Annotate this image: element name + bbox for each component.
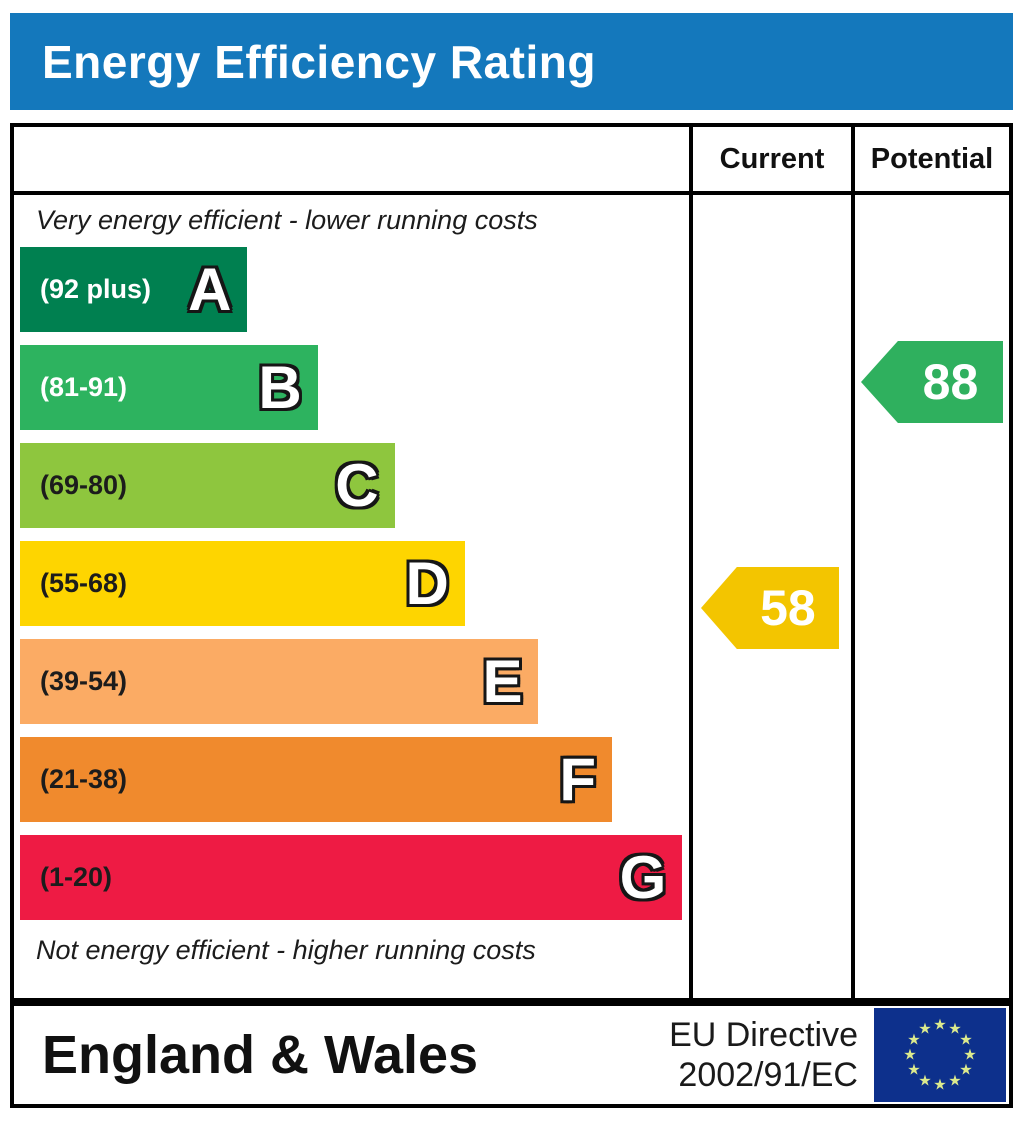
eu-star-icon: ★ <box>918 1072 932 1090</box>
eu-directive-line2: 2002/91/EC <box>678 1056 858 1094</box>
epc-chart: Energy Efficiency Rating Current Potenti… <box>10 13 1013 1108</box>
current-rating-value: 58 <box>760 580 816 636</box>
eu-star-icon: ★ <box>948 1020 962 1038</box>
band-row-b: (81-91) B <box>20 345 689 430</box>
band-bar-e: (39-54) E <box>20 639 539 724</box>
band-bar-g: (1-20) G <box>20 835 683 920</box>
band-row-f: (21-38) F <box>20 737 689 822</box>
eu-star-icon: ★ <box>933 1016 947 1034</box>
eu-directive-label: EU Directive 2002/91/EC <box>669 1015 858 1095</box>
band-range-label: (1-20) <box>40 862 113 892</box>
potential-column: 88 <box>851 195 1009 998</box>
band-bar-b: (81-91) B <box>20 345 318 430</box>
eu-star-icon: ★ <box>948 1072 962 1090</box>
band-range-label: (92 plus) <box>40 274 152 304</box>
page-title: Energy Efficiency Rating <box>42 35 596 88</box>
band-range-label: (81-91) <box>40 372 128 402</box>
potential-rating-arrow: 88 <box>861 341 1003 423</box>
band-row-d: (55-68) D <box>20 541 689 626</box>
band-bar-a: (92 plus) A <box>20 247 248 332</box>
band-letter: A <box>188 255 232 323</box>
band-letter: D <box>405 549 449 617</box>
region-label: England & Wales <box>42 1025 479 1085</box>
bottom-note: Not energy efficient - higher running co… <box>36 935 536 965</box>
table-body: Very energy efficient - lower running co… <box>14 195 1009 998</box>
eu-star-icon: ★ <box>907 1061 921 1079</box>
bands-container: (92 plus) A (81-91) B (69-80) C (55-68) D (39-54… <box>14 247 689 920</box>
eu-star-icon: ★ <box>907 1031 921 1049</box>
band-bar-d: (55-68) D <box>20 541 465 626</box>
eu-flag-icon: ★ ★ ★ ★ ★ ★ ★ ★ ★ ★ ★ ★ <box>874 1008 1006 1102</box>
band-bar-f: (21-38) F <box>20 737 613 822</box>
header-cell-empty <box>14 127 689 191</box>
band-row-a: (92 plus) A <box>20 247 689 332</box>
current-column: 58 <box>689 195 851 998</box>
bands-column: Very energy efficient - lower running co… <box>14 195 689 998</box>
band-range-label: (21-38) <box>40 764 128 794</box>
band-range-label: (55-68) <box>40 568 128 598</box>
band-range-label: (39-54) <box>40 666 128 696</box>
band-bar-c: (69-80) C <box>20 443 395 528</box>
header-cell-current: Current <box>689 127 851 191</box>
top-note: Very energy efficient - lower running co… <box>36 205 538 235</box>
band-row-c: (69-80) C <box>20 443 689 528</box>
eu-star-icon: ★ <box>903 1046 917 1064</box>
eu-directive-line1: EU Directive <box>669 1015 858 1054</box>
band-letter: F <box>559 745 597 813</box>
band-letter: C <box>335 451 379 519</box>
title-bar: Energy Efficiency Rating <box>10 13 1013 110</box>
eu-star-icon: ★ <box>959 1061 973 1079</box>
current-rating-arrow: 58 <box>701 567 839 649</box>
eu-star-icon: ★ <box>933 1076 947 1094</box>
rating-table: Current Potential Very energy efficient … <box>10 123 1013 1002</box>
footer-bar: England & Wales EU Directive 2002/91/EC … <box>10 1002 1013 1108</box>
band-letter: E <box>482 647 523 715</box>
band-row-e: (39-54) E <box>20 639 689 724</box>
band-letter: B <box>258 353 302 421</box>
band-row-g: (1-20) G <box>20 835 689 920</box>
band-letter: G <box>619 843 667 911</box>
header-cell-potential: Potential <box>851 127 1009 191</box>
eu-star-icon: ★ <box>918 1020 932 1038</box>
table-header: Current Potential <box>14 127 1009 195</box>
eu-star-icon: ★ <box>959 1031 973 1049</box>
potential-rating-value: 88 <box>922 354 979 410</box>
eu-star-icon: ★ <box>963 1046 977 1064</box>
band-range-label: (69-80) <box>40 470 128 500</box>
